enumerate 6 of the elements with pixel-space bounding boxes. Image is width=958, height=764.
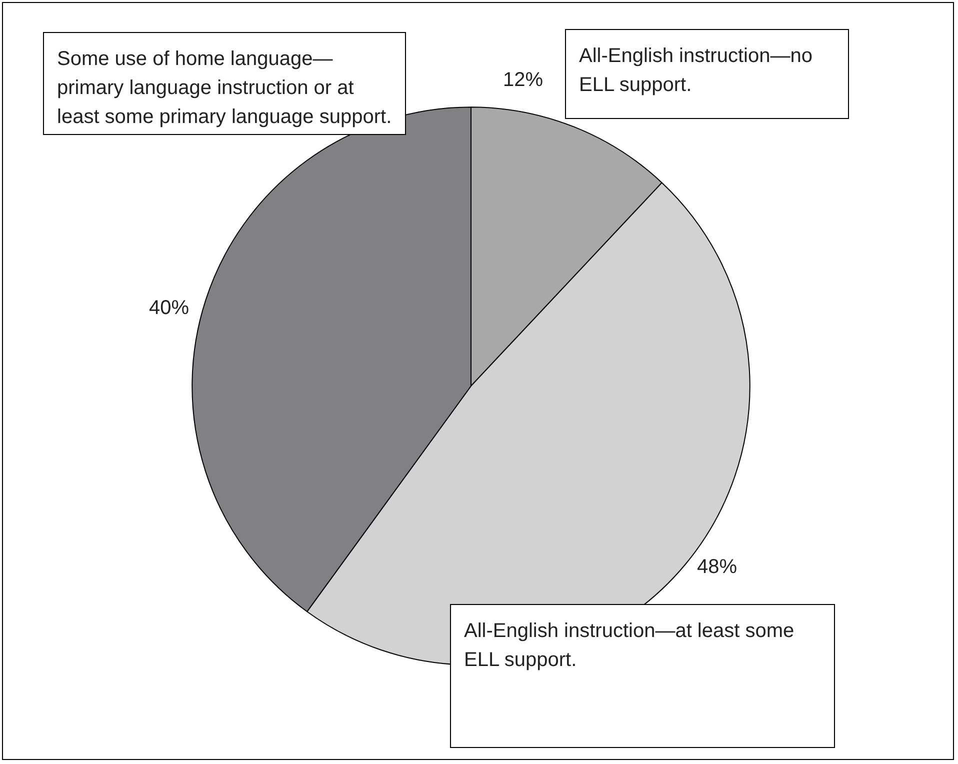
data-label: 40% bbox=[148, 297, 190, 319]
data-label: 48% bbox=[696, 556, 738, 578]
slice-label: Some use of home language—primary language instruction or at least some primary language support. bbox=[43, 32, 406, 135]
slice-label: All-English instruction—at least some ELL support. bbox=[450, 604, 835, 748]
data-label: 12% bbox=[502, 69, 544, 91]
slice-label: All-English instruction—no ELL support. bbox=[565, 29, 849, 119]
